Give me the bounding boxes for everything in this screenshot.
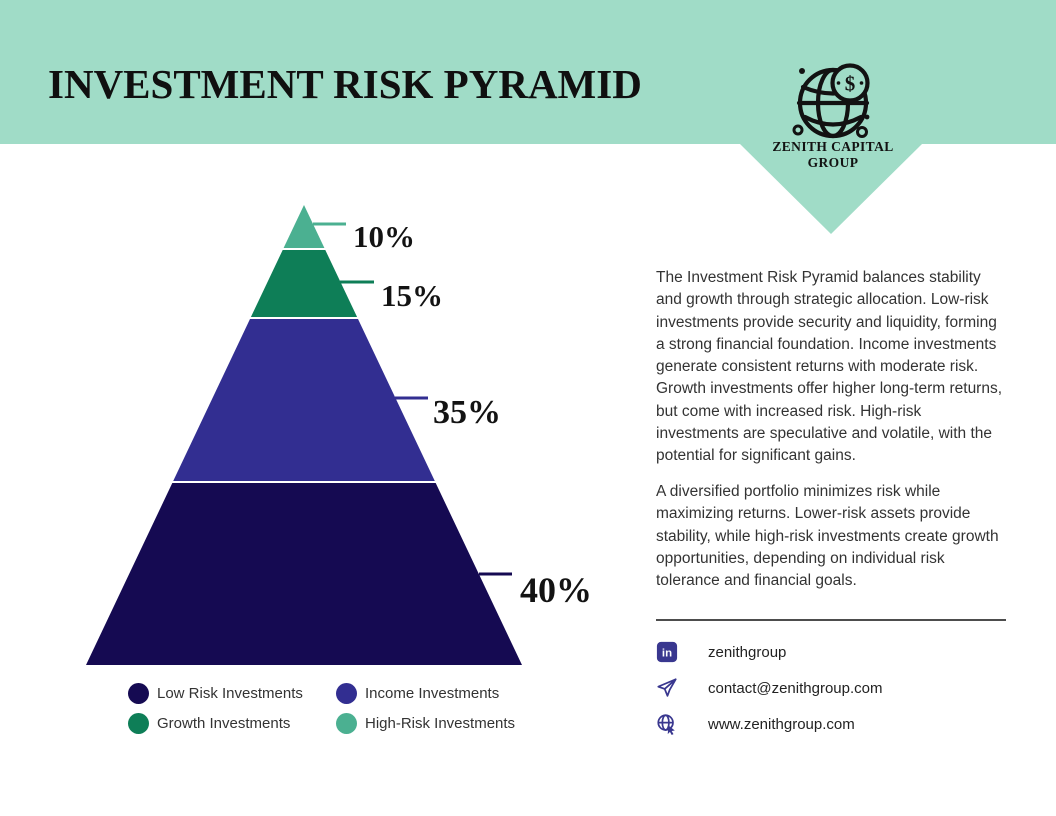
growth-swatch: [128, 713, 149, 734]
linkedin-handle[interactable]: zenithgroup: [708, 643, 787, 661]
globe-cursor-icon: [657, 714, 675, 735]
pyramid-layer-high-risk: [283, 205, 325, 248]
contact-section: in zenithgroup contact@zenithgroup.com w…: [656, 641, 883, 735]
contact-row-linkedin[interactable]: in zenithgroup: [656, 641, 883, 663]
pyramid-layer-low-risk: [86, 483, 522, 665]
risk-pyramid-chart: [86, 205, 522, 665]
pyramid-layer-income: [173, 319, 435, 481]
legend-item-low-risk: Low Risk Investments: [128, 683, 336, 704]
page-title: INVESTMENT RISK PYRAMID: [48, 61, 642, 107]
company-name-line2: GROUP: [807, 155, 859, 170]
value-label-growth: 15%: [381, 278, 443, 313]
legend-item-growth: Growth Investments: [128, 713, 336, 734]
logo-ribbon: [740, 144, 922, 234]
value-label-income: 35%: [433, 394, 501, 431]
legend-label: Growth Investments: [157, 715, 291, 732]
send-icon: [657, 678, 677, 697]
description-paragraph-1: The Investment Risk Pyramid balances sta…: [656, 269, 1003, 465]
website-url[interactable]: www.zenithgroup.com: [708, 715, 855, 733]
globe-dollar-logo-icon: $: [792, 63, 870, 139]
header-band: [0, 0, 1056, 144]
email-address[interactable]: contact@zenithgroup.com: [708, 679, 883, 697]
value-label-high-risk: 10%: [353, 219, 415, 254]
pyramid-layer-growth: [250, 250, 358, 317]
legend-label: Income Investments: [365, 685, 500, 702]
value-label-low-risk: 40%: [520, 570, 592, 610]
dollar-glyph: $: [845, 72, 856, 96]
contact-row-email[interactable]: contact@zenithgroup.com: [656, 677, 883, 699]
company-name: ZENITH CAPITAL GROUP: [733, 139, 933, 171]
income-swatch: [336, 683, 357, 704]
company-name-line1: ZENITH CAPITAL: [772, 139, 894, 154]
legend-item-high-risk: High-Risk Investments: [336, 713, 558, 734]
linkedin-icon: in: [656, 641, 678, 663]
legend-item-income: Income Investments: [336, 683, 558, 704]
high-risk-swatch: [336, 713, 357, 734]
legend-label: Low Risk Investments: [157, 685, 303, 702]
svg-text:in: in: [662, 648, 672, 660]
legend-label: High-Risk Investments: [365, 715, 516, 732]
contact-row-website[interactable]: www.zenithgroup.com: [656, 713, 883, 735]
section-divider: [656, 619, 1006, 621]
chart-legend: Low Risk Investments Income Investments …: [128, 683, 558, 734]
description-paragraph-2: A diversified portfolio minimizes risk w…: [656, 483, 999, 590]
low-risk-swatch: [128, 683, 149, 704]
